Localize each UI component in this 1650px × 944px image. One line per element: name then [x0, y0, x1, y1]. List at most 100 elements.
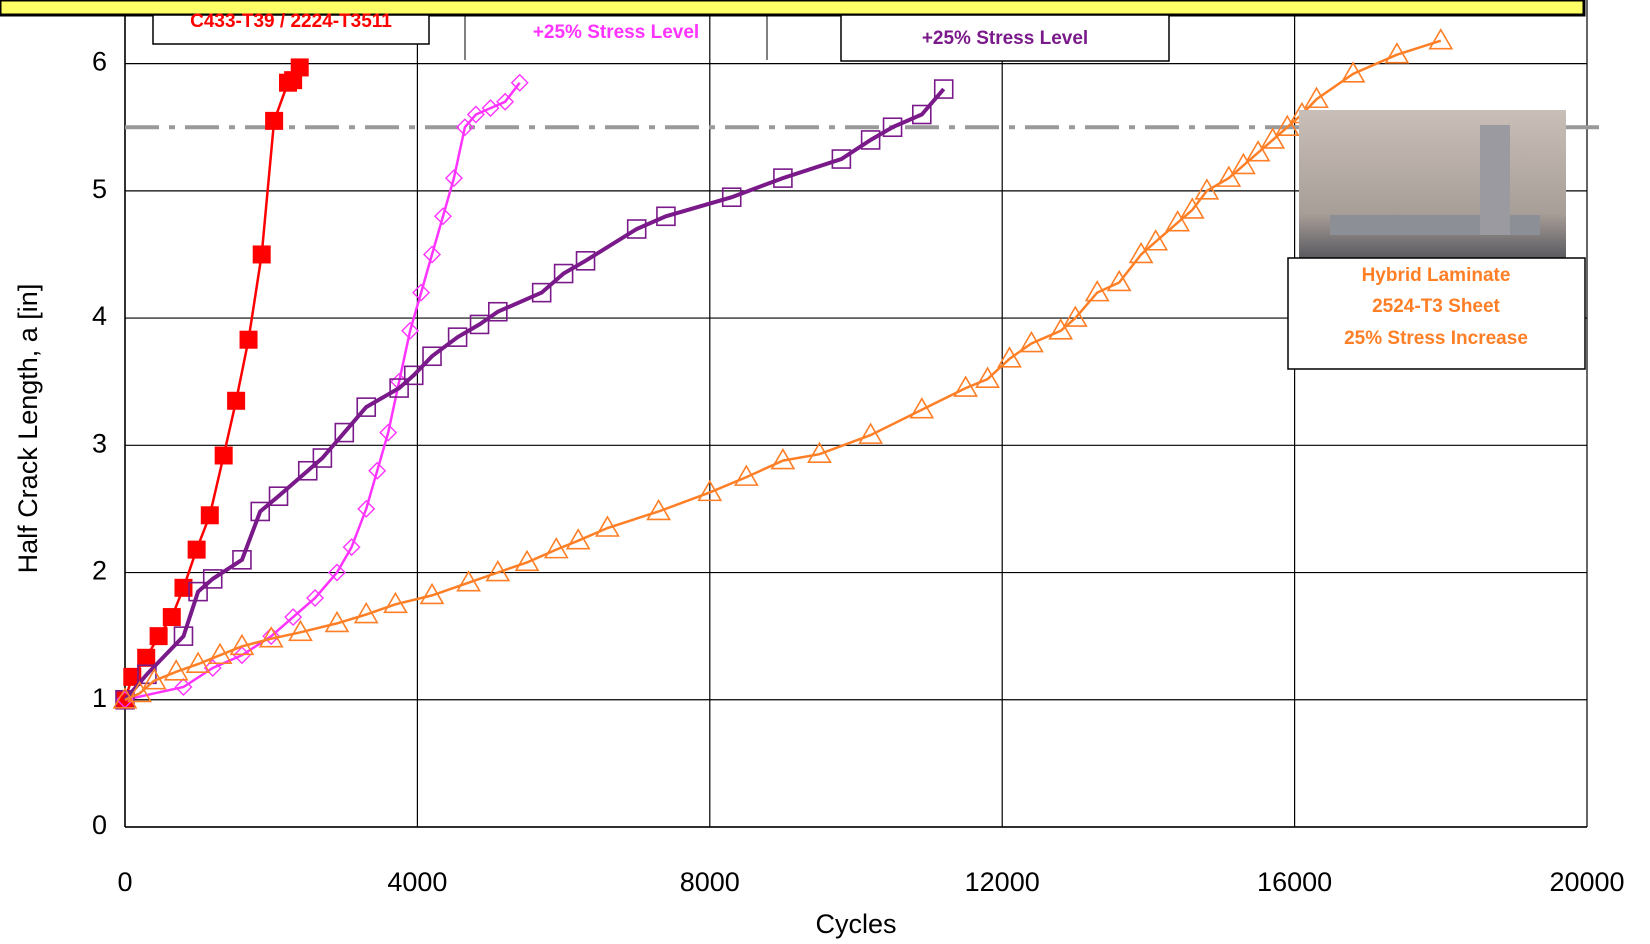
marker [268, 486, 289, 507]
series-line [123, 87, 946, 702]
marker [531, 282, 552, 303]
marker [733, 464, 759, 486]
marker [975, 366, 1000, 388]
marker [882, 117, 903, 138]
marker [342, 538, 361, 557]
marker [1128, 241, 1154, 264]
marker [911, 104, 932, 125]
marker [656, 206, 676, 227]
marker [137, 648, 156, 667]
marker [262, 627, 281, 646]
marker [773, 168, 793, 188]
marker [1143, 229, 1169, 251]
marker [252, 245, 271, 264]
marker [1384, 42, 1410, 64]
marker [288, 619, 313, 642]
marker [565, 528, 591, 550]
marker [1106, 269, 1132, 292]
marker [232, 646, 251, 665]
marker [1274, 114, 1300, 137]
x-tick-label: 0 [117, 867, 132, 897]
marker [250, 501, 271, 522]
marker [207, 642, 233, 665]
marker [433, 207, 452, 226]
x-tick-label: 12000 [965, 867, 1040, 897]
marker [174, 578, 193, 597]
y-tick-label: 6 [92, 47, 107, 77]
marker [290, 58, 309, 77]
marker [127, 680, 153, 703]
y-tick-label: 0 [92, 810, 107, 840]
marker [419, 582, 445, 605]
marker [1179, 197, 1205, 219]
marker [770, 447, 796, 470]
plot-area: 0 1 2 3 4 5 6 0 4000 8000 12000 16000 20000 Cycles Hal… [13, 0, 1625, 939]
marker [807, 441, 832, 464]
marker [1084, 280, 1110, 302]
marker [239, 330, 258, 349]
marker [485, 559, 511, 582]
photo-detail [1480, 125, 1510, 235]
annotation-box [1287, 257, 1586, 370]
marker [187, 540, 206, 559]
marker [997, 346, 1022, 368]
marker [1231, 152, 1256, 175]
marker [858, 422, 884, 444]
marker [933, 79, 954, 99]
marker [297, 460, 318, 481]
marker [149, 627, 168, 646]
marker [422, 346, 442, 367]
marker [1194, 178, 1220, 200]
x-tick-label: 4000 [387, 867, 447, 897]
marker [328, 563, 346, 582]
marker [163, 659, 189, 681]
marker [1428, 28, 1454, 50]
x-tick-label: 20000 [1549, 867, 1624, 897]
marker [1062, 305, 1088, 327]
y-axis-label: Half Crack Length, a [in] [13, 284, 43, 574]
marker [173, 626, 194, 646]
marker [543, 537, 569, 559]
marker [357, 499, 376, 518]
series-line [124, 39, 1442, 701]
y-tick-label: 1 [92, 683, 107, 713]
banner [0, 0, 1586, 17]
y-tick-label: 3 [92, 428, 107, 458]
marker [481, 99, 500, 118]
y-tick-label: 4 [92, 301, 107, 331]
marker [1260, 127, 1286, 149]
marker [553, 263, 574, 284]
marker [202, 569, 223, 589]
marker [456, 570, 481, 592]
marker [423, 245, 442, 264]
marker [188, 581, 208, 602]
marker [721, 187, 742, 208]
marker [115, 689, 135, 710]
marker [389, 378, 409, 398]
marker [401, 321, 420, 340]
marker [368, 461, 387, 480]
marker [412, 283, 431, 302]
marker [1340, 61, 1366, 83]
marker [595, 515, 620, 537]
marker [496, 92, 515, 111]
marker [447, 327, 468, 347]
marker [488, 301, 508, 322]
marker [353, 601, 379, 624]
series-line [124, 81, 521, 702]
marker [123, 667, 142, 686]
marker [909, 397, 935, 419]
annotation-box [152, 14, 430, 45]
marker [232, 550, 252, 570]
marker [324, 610, 350, 633]
marker [510, 73, 529, 92]
marker [1019, 330, 1044, 353]
annotation: Hybrid Laminate [1362, 265, 1511, 286]
photo [1299, 110, 1566, 258]
marker [697, 479, 723, 502]
marker [1245, 140, 1271, 162]
marker [141, 668, 167, 690]
annotation: 2524-T3 Sheet [1372, 296, 1500, 317]
annotation: C433-T39 / 2224-T3511 [190, 11, 392, 32]
marker [1165, 210, 1191, 232]
